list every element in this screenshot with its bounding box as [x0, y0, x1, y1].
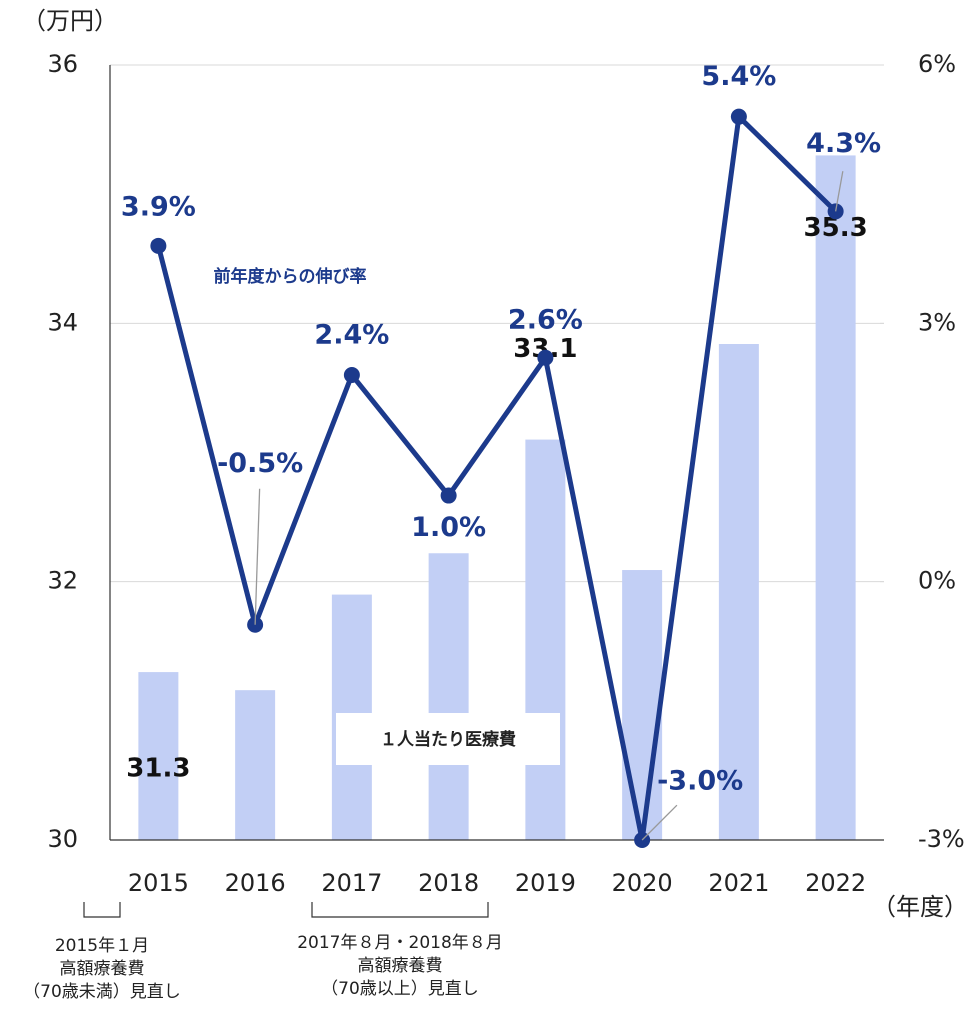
- y2-tick-label: -3%: [918, 825, 965, 853]
- bar: [718, 344, 759, 840]
- y-axis-label: （万円）: [22, 7, 118, 35]
- bracket: [83, 902, 121, 918]
- x-tick-label: 2018: [418, 869, 479, 897]
- line-value-label: 3.9%: [121, 191, 196, 222]
- x-axis-label: （年度）: [872, 893, 968, 921]
- annotation: 高額療養費: [60, 959, 145, 979]
- bar: [235, 690, 276, 840]
- bar: [815, 155, 856, 840]
- y2-tick-label: 0%: [918, 567, 956, 595]
- annotation: 高額療養費: [358, 956, 443, 976]
- line-value-label: 5.4%: [701, 61, 776, 92]
- bar: [622, 570, 663, 840]
- bracket: [311, 902, 489, 918]
- annotation: 2017年８月・2018年８月: [297, 933, 503, 953]
- x-tick-label: 2016: [225, 869, 286, 897]
- line-value-label: -0.5%: [217, 448, 303, 479]
- annotation: 2015年１月: [55, 936, 149, 956]
- x-tick-label: 2015: [128, 869, 189, 897]
- line-value-label: -3.0%: [657, 766, 743, 797]
- line-value-label: 1.0%: [411, 512, 486, 543]
- line-value-label: 4.3%: [806, 128, 881, 159]
- annotation: （70歳以上）見直し: [321, 979, 479, 999]
- bar: [138, 672, 179, 840]
- line-value-label: 2.6%: [508, 304, 583, 335]
- line-point: [440, 487, 457, 504]
- y-tick-label: 30: [47, 825, 78, 853]
- line-value-label: 2.4%: [314, 320, 389, 351]
- bar-value-label: 31.3: [126, 754, 190, 784]
- x-tick-label: 2020: [612, 869, 673, 897]
- bar: [525, 439, 566, 840]
- leader-line: [254, 488, 261, 625]
- y-tick-label: 34: [47, 308, 78, 336]
- line-point: [150, 237, 167, 254]
- annotation: （70歳未満）見直し: [23, 982, 181, 1002]
- legend-label: 前年度からの伸び率: [214, 266, 367, 287]
- x-tick-label: 2022: [805, 869, 866, 897]
- x-tick-label: 2021: [708, 869, 769, 897]
- line: [155, 114, 838, 843]
- y-tick-label: 36: [47, 50, 78, 78]
- leader-line: [834, 171, 844, 212]
- y-tick-label: 32: [47, 567, 78, 595]
- legend-label: １人当たり医療費: [380, 729, 516, 750]
- y2-tick-label: 6%: [918, 50, 956, 78]
- line-point: [730, 108, 747, 125]
- line-point: [343, 367, 360, 383]
- label-box: [336, 713, 560, 765]
- leader-line: [641, 804, 678, 841]
- bar: [428, 553, 469, 840]
- x-tick-label: 2017: [321, 869, 382, 897]
- x-tick-label: 2019: [515, 869, 576, 897]
- line-point: [537, 349, 554, 366]
- y2-tick-label: 3%: [918, 308, 956, 336]
